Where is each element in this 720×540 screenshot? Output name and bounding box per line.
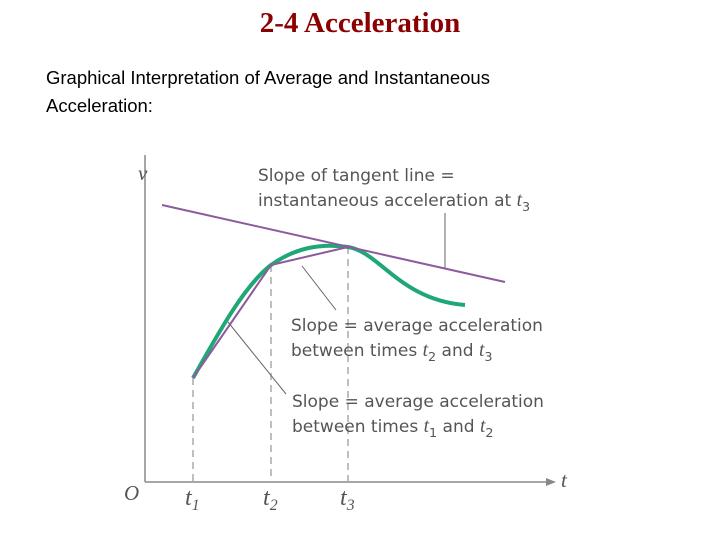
annotation-line: between times t2​ and t3​ (291, 340, 493, 365)
subtitle-line: Acceleration: (46, 95, 153, 116)
t-label: t (561, 468, 568, 492)
annotation-line: between times t1​ and t2​ (292, 416, 494, 441)
subscript: 3 (346, 497, 355, 514)
leader (301, 265, 337, 311)
text-run: between times (292, 417, 424, 437)
variable: t (185, 484, 193, 511)
subtitle-line: Graphical Interpretation of Average and … (46, 67, 490, 88)
chord-t2-t3 (270, 246, 349, 266)
variable: t (517, 190, 523, 211)
variable: t (423, 340, 429, 361)
variable: t (479, 340, 485, 361)
origin-label: O (124, 481, 139, 505)
axis-arrow (546, 478, 556, 486)
tick-label: t3​ (340, 484, 355, 514)
subscript: 3 (522, 200, 530, 215)
text-run: Slope of tangent line = (258, 166, 455, 186)
subscript: 1 (192, 497, 200, 514)
chord-t1-t2 (192, 264, 272, 379)
variable: t (424, 416, 430, 437)
tangent-line (161, 204, 506, 283)
leader (227, 321, 287, 395)
text-run: and (436, 341, 479, 361)
annotation-line: Slope of tangent line = (258, 166, 455, 186)
annotation-line: Slope = average acceleration (292, 392, 544, 412)
subscript: 2 (270, 497, 278, 514)
guides (192, 247, 349, 482)
variable: t (263, 484, 271, 511)
subscript: 2 (485, 426, 493, 441)
subscript: 3 (484, 350, 492, 365)
v-label: v (138, 161, 148, 185)
subscript: 1 (429, 426, 437, 441)
variable: t (480, 416, 486, 437)
leaders (227, 213, 446, 395)
annotation-line: Slope = average acceleration (291, 316, 543, 336)
title: 2-4 Acceleration (260, 7, 461, 39)
variable: t (340, 484, 348, 511)
text-run: and (437, 417, 480, 437)
subscript: 2 (428, 350, 436, 365)
text-run: Slope = average acceleration (291, 316, 543, 336)
tick-label: t2​ (263, 484, 278, 514)
annotation-line: instantaneous acceleration at t3​ (258, 190, 530, 215)
velocity-curve (191, 243, 466, 379)
text-run: instantaneous acceleration at (258, 191, 517, 211)
tick-label: t1​ (185, 484, 200, 514)
text-run: between times (291, 341, 423, 361)
text-run: Slope = average acceleration (292, 392, 544, 412)
